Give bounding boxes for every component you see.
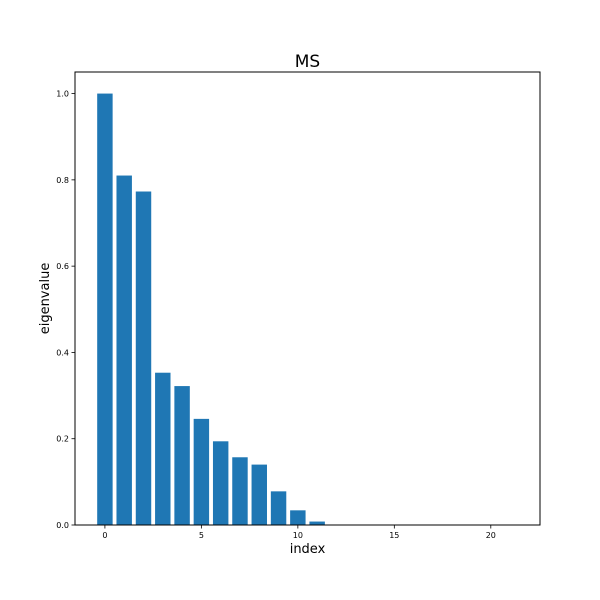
x-axis-ticks: 0 5 10 15 20 bbox=[102, 525, 496, 540]
x-axis-label: index bbox=[290, 542, 326, 557]
y-tick-label: 0.8 bbox=[56, 176, 69, 185]
bar-7 bbox=[232, 457, 248, 525]
x-tick-label: 10 bbox=[293, 531, 303, 540]
bar-0 bbox=[97, 93, 113, 525]
bar-9 bbox=[270, 491, 287, 525]
bars-group bbox=[97, 93, 325, 526]
bar-1 bbox=[116, 175, 132, 526]
x-tick-label: 20 bbox=[486, 531, 496, 540]
y-axis-label: eigenvalue bbox=[38, 263, 53, 335]
x-tick-label: 5 bbox=[199, 531, 204, 540]
y-tick-label: 0.6 bbox=[56, 262, 69, 271]
y-tick-label: 0.0 bbox=[56, 521, 69, 530]
bar-5 bbox=[193, 418, 210, 525]
bar-10 bbox=[290, 510, 306, 525]
y-tick-label: 0.2 bbox=[56, 435, 69, 444]
bar-2 bbox=[135, 191, 152, 525]
chart-title: MS bbox=[295, 52, 320, 72]
y-axis-ticks: 0.0 0.2 0.4 0.6 0.8 1.0 bbox=[56, 90, 75, 530]
x-tick-label: 15 bbox=[389, 531, 399, 540]
bar-6 bbox=[212, 441, 229, 525]
bar-4 bbox=[174, 386, 190, 525]
bar-8 bbox=[251, 464, 267, 525]
y-tick-label: 0.4 bbox=[56, 348, 69, 357]
x-tick-label: 0 bbox=[102, 531, 107, 540]
bar-11 bbox=[309, 521, 325, 525]
y-tick-label: 1.0 bbox=[56, 90, 69, 99]
bar-3 bbox=[155, 372, 171, 525]
plot-frame bbox=[74, 71, 541, 526]
